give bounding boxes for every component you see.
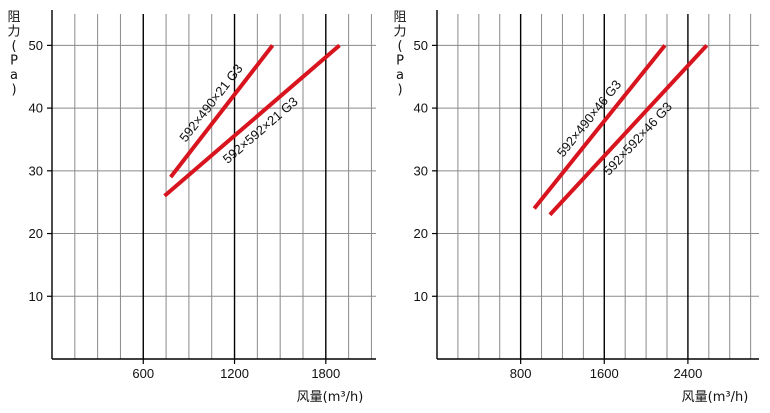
y-tick-label: 50 <box>29 38 43 53</box>
series-label-2: 592×592×21 G3 <box>220 94 301 167</box>
x-tick-label: 1200 <box>220 366 249 381</box>
x-tick-label: 600 <box>132 366 154 381</box>
series-line-2 <box>163 43 341 198</box>
y-tick-label: 10 <box>29 289 43 304</box>
series-line-1 <box>532 44 667 210</box>
y-tick-label: 30 <box>29 163 43 178</box>
y-tick-label: 20 <box>414 226 428 241</box>
x-tick-label: 1600 <box>590 366 619 381</box>
y-tick-label: 20 <box>29 226 43 241</box>
x-tick-label: 800 <box>510 366 532 381</box>
x-tick-label: 2400 <box>673 366 702 381</box>
y-tick-label: 40 <box>29 101 43 116</box>
x-tick-label: 1800 <box>311 366 340 381</box>
x-axis-label: 风量(m³/h) <box>297 390 364 405</box>
x-axis-label: 风量(m³/h) <box>682 390 749 405</box>
y-tick-label: 40 <box>414 101 428 116</box>
y-tick-label: 50 <box>414 38 428 53</box>
series-line-1 <box>169 44 275 179</box>
y-tick-label: 10 <box>414 289 428 304</box>
series-line-2 <box>548 44 709 217</box>
y-tick-label: 30 <box>414 163 428 178</box>
